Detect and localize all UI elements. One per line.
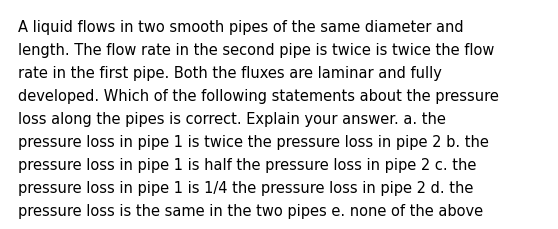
Text: pressure loss in pipe 1 is half the pressure loss in pipe 2 c. the: pressure loss in pipe 1 is half the pres… xyxy=(18,157,477,172)
Text: rate in the first pipe. Both the fluxes are laminar and fully: rate in the first pipe. Both the fluxes … xyxy=(18,66,442,81)
Text: pressure loss is the same in the two pipes e. none of the above: pressure loss is the same in the two pip… xyxy=(18,203,483,218)
Text: loss along the pipes is correct. Explain your answer. a. the: loss along the pipes is correct. Explain… xyxy=(18,112,446,126)
Text: A liquid flows in two smooth pipes of the same diameter and: A liquid flows in two smooth pipes of th… xyxy=(18,20,464,35)
Text: pressure loss in pipe 1 is twice the pressure loss in pipe 2 b. the: pressure loss in pipe 1 is twice the pre… xyxy=(18,134,489,149)
Text: length. The flow rate in the second pipe is twice is twice the flow: length. The flow rate in the second pipe… xyxy=(18,43,494,58)
Text: pressure loss in pipe 1 is 1/4 the pressure loss in pipe 2 d. the: pressure loss in pipe 1 is 1/4 the press… xyxy=(18,180,473,195)
Text: developed. Which of the following statements about the pressure: developed. Which of the following statem… xyxy=(18,89,499,104)
